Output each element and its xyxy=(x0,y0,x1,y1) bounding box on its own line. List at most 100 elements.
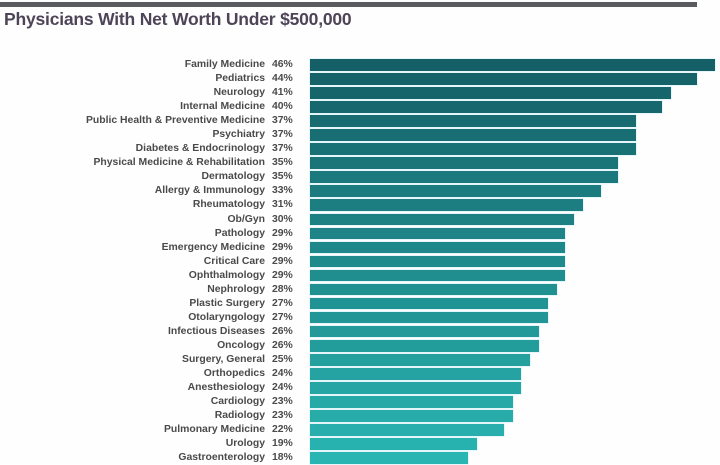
chart-row: Public Health & Preventive Medicine 37% xyxy=(0,114,720,128)
bar xyxy=(310,283,557,296)
value-label: 29% xyxy=(272,255,293,267)
category-label: Rheumatology xyxy=(192,199,265,211)
chart-plot-area: Family Medicine 46% Pediatrics 44% Neurology… xyxy=(0,58,720,464)
chart-row: Pediatrics 44% xyxy=(0,72,720,86)
bar-track xyxy=(310,241,720,254)
chart-row: Allergy & Immunology 33% xyxy=(0,184,720,198)
bar-track xyxy=(310,227,720,240)
bar xyxy=(310,424,504,436)
bar xyxy=(310,325,539,338)
bar xyxy=(310,382,522,394)
value-label: 33% xyxy=(272,185,293,197)
bar-track xyxy=(310,368,720,380)
bar-track xyxy=(310,59,720,71)
bar-track xyxy=(310,339,720,352)
chart-row: Infectious Diseases 26% xyxy=(0,325,720,339)
chart-row: Cardiology 23% xyxy=(0,395,720,409)
chart-row: Urology 19% xyxy=(0,437,720,451)
bar xyxy=(310,101,663,113)
chart-row: Orthopedics 24% xyxy=(0,367,720,381)
bar-track xyxy=(310,438,720,450)
value-label: 40% xyxy=(272,101,293,113)
bar-track xyxy=(310,73,720,85)
value-label: 35% xyxy=(272,171,293,183)
chart-row: Neurology 41% xyxy=(0,86,720,100)
bar-track xyxy=(310,129,720,141)
chart-row: Family Medicine 46% xyxy=(0,58,720,72)
bar-track xyxy=(310,185,720,198)
bar xyxy=(310,396,513,408)
value-label: 29% xyxy=(272,241,293,253)
chart-row: Gastroenterology 18% xyxy=(0,451,720,465)
bar-track xyxy=(310,424,720,436)
bar xyxy=(310,297,548,310)
bar-track xyxy=(310,199,720,212)
chart-row: Dermatology 35% xyxy=(0,170,720,184)
category-label: Orthopedics xyxy=(203,368,265,380)
bar-track xyxy=(310,410,720,422)
category-label: Dermatology xyxy=(201,171,265,183)
category-label: Family Medicine xyxy=(184,59,265,70)
category-label: Emergency Medicine xyxy=(161,241,265,253)
bar xyxy=(310,311,548,324)
value-label: 46% xyxy=(272,59,293,70)
value-label: 35% xyxy=(272,157,293,169)
chart-row: Internal Medicine 40% xyxy=(0,100,720,114)
category-label: Infectious Diseases xyxy=(167,325,265,337)
bar-track xyxy=(310,143,720,155)
bar-track xyxy=(310,213,720,226)
chart-row: Pulmonary Medicine 22% xyxy=(0,423,720,437)
value-label: 22% xyxy=(272,424,293,436)
value-label: 29% xyxy=(272,227,293,239)
value-label: 37% xyxy=(272,143,293,155)
category-label: Otolaryngology xyxy=(188,311,265,323)
bar-track xyxy=(310,452,720,464)
bar-track xyxy=(310,311,720,324)
value-label: 23% xyxy=(272,396,293,408)
chart-row: Critical Care 29% xyxy=(0,255,720,269)
bar xyxy=(310,73,698,85)
bar xyxy=(310,255,566,268)
value-label: 24% xyxy=(272,382,293,394)
category-label: Neurology xyxy=(213,87,265,99)
value-label: 28% xyxy=(272,283,293,295)
category-label: Pulmonary Medicine xyxy=(163,424,265,436)
bar-track xyxy=(310,87,720,99)
category-label: Surgery, General xyxy=(182,353,265,365)
value-label: 31% xyxy=(272,199,293,211)
chart-row: Otolaryngology 27% xyxy=(0,311,720,325)
value-label: 27% xyxy=(272,311,293,323)
bar-track xyxy=(310,297,720,310)
value-label: 26% xyxy=(272,339,293,351)
category-label: Nephrology xyxy=(207,283,265,295)
bar xyxy=(310,269,566,282)
chart-row: Oncology 26% xyxy=(0,339,720,353)
chart-row: Physical Medicine & Rehabilitation 35% xyxy=(0,156,720,170)
category-label: Oncology xyxy=(217,339,265,351)
chart-row: Surgery, General 25% xyxy=(0,353,720,367)
bar xyxy=(310,452,469,464)
chart-row: Nephrology 28% xyxy=(0,283,720,297)
chart-row: Emergency Medicine 29% xyxy=(0,241,720,255)
category-label: Allergy & Immunology xyxy=(154,185,265,197)
category-label: Anesthesiology xyxy=(187,382,265,394)
bar-track xyxy=(310,269,720,282)
category-label: Public Health & Preventive Medicine xyxy=(85,115,265,127)
bar xyxy=(310,368,522,380)
bar-track xyxy=(310,325,720,338)
category-label: Pathology xyxy=(214,227,265,239)
chart-row: Rheumatology 31% xyxy=(0,198,720,212)
bar xyxy=(310,129,636,141)
header-rule xyxy=(0,2,697,7)
value-label: 26% xyxy=(272,325,293,337)
category-label: Ophthalmology xyxy=(188,269,265,281)
value-label: 44% xyxy=(272,73,293,85)
bar-track xyxy=(310,283,720,296)
value-label: 37% xyxy=(272,129,293,141)
value-label: 23% xyxy=(272,410,293,422)
category-label: Psychiatry xyxy=(212,129,265,141)
chart-row: Diabetes & Endocrinology 37% xyxy=(0,142,720,156)
chart-row: Ophthalmology 29% xyxy=(0,269,720,283)
bar xyxy=(310,87,671,99)
